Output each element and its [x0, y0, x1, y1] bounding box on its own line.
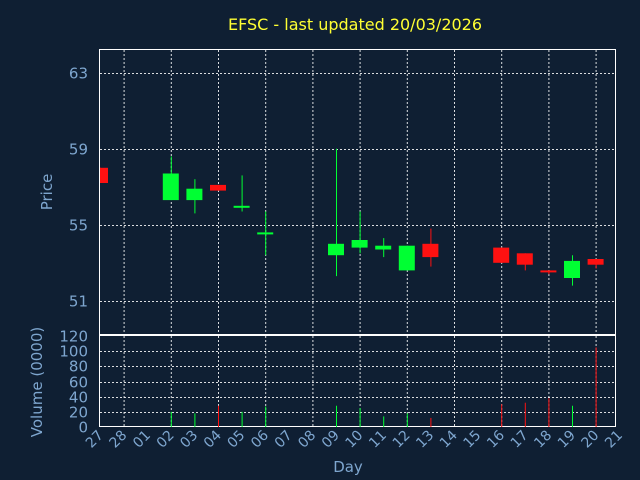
x-tick-label: 18: [531, 428, 555, 452]
chart-title: EFSC - last updated 20/03/2026: [228, 15, 482, 34]
volume-axis-label: Volume (0000): [28, 327, 46, 437]
price-tick-label: 63: [69, 65, 88, 83]
x-axis-label: Day: [333, 458, 363, 476]
candle: [564, 255, 580, 286]
candle-body: [422, 243, 439, 258]
candle: [328, 148, 344, 277]
candle-body: [233, 205, 250, 208]
candle: [186, 179, 203, 214]
volume-tick-label: 60: [69, 374, 88, 392]
x-tick-label: 08: [295, 428, 319, 452]
candle-body: [100, 167, 108, 183]
x-tick-label: 06: [248, 427, 272, 451]
candle-body: [351, 240, 368, 248]
candle: [257, 211, 274, 256]
x-tick-label: 09: [319, 428, 343, 452]
x-axis: 27 28 01 02 03 04 05 06 07 08 09 10 11 12 13 14 15 16 17 18…: [83, 427, 626, 451]
volume-tick-label: 0: [78, 419, 88, 437]
candle-body: [186, 188, 203, 201]
x-tick-label: 02: [154, 428, 178, 452]
x-tick-label: 17: [508, 428, 532, 452]
x-tick-label: 05: [225, 428, 249, 452]
candle: [540, 270, 557, 275]
x-tick-label: 04: [201, 427, 225, 451]
x-tick-label: 20: [579, 428, 603, 452]
candle: [516, 253, 533, 271]
candle-body: [257, 232, 274, 235]
candle-body: [398, 245, 415, 271]
x-tick-label: 10: [343, 428, 367, 452]
price-tick-label: 59: [69, 141, 88, 159]
price-panel-grid: [100, 50, 616, 335]
candle-body: [587, 259, 604, 265]
volume-tick-label: 40: [69, 389, 88, 407]
price-panel-frame: [99, 49, 616, 335]
volume-panel-frame: [99, 335, 616, 427]
x-tick-label: 11: [366, 428, 390, 452]
x-tick-label: 12: [390, 428, 414, 452]
x-tick-label: 19: [555, 428, 579, 452]
volume-tick-label: 100: [59, 343, 88, 361]
price-axis-label: Price: [38, 174, 56, 211]
candle-body: [210, 184, 226, 191]
candle-body: [493, 247, 510, 263]
x-tick-label: 15: [461, 428, 485, 452]
x-tick-label: 14: [437, 427, 461, 451]
x-tick-label: 28: [107, 428, 131, 452]
candle: [210, 184, 226, 191]
candle-body: [540, 270, 557, 273]
candle: [587, 259, 604, 269]
candle-body: [516, 253, 533, 265]
volume-tick-label: 80: [69, 358, 88, 376]
candle: [100, 167, 108, 183]
volume-tick-label: 120: [59, 328, 88, 346]
volume-tick-label: 20: [69, 404, 88, 422]
x-tick-label: 13: [413, 428, 437, 452]
x-tick-label: 07: [272, 428, 296, 452]
x-tick-label: 03: [177, 428, 201, 452]
candle: [233, 175, 250, 212]
price-tick-label: 55: [69, 217, 88, 235]
candle: [351, 211, 368, 254]
volume-bars: [170, 347, 597, 427]
candle-body: [162, 173, 179, 201]
x-tick-label: 16: [484, 427, 508, 451]
x-tick-label: 01: [130, 428, 154, 452]
candle-body: [328, 243, 344, 256]
volume-panel-grid: [100, 336, 616, 427]
candle: [493, 247, 510, 263]
candle-body: [564, 260, 580, 278]
price-tick-label: 51: [69, 293, 88, 311]
x-tick-label: 21: [602, 428, 626, 452]
candles: [100, 148, 604, 286]
candle: [375, 238, 392, 258]
candle: [422, 228, 439, 267]
candle: [162, 156, 179, 201]
candle-body: [375, 245, 392, 250]
price-y-axis: 51 55 59 63: [69, 65, 88, 311]
candle: [398, 245, 415, 271]
